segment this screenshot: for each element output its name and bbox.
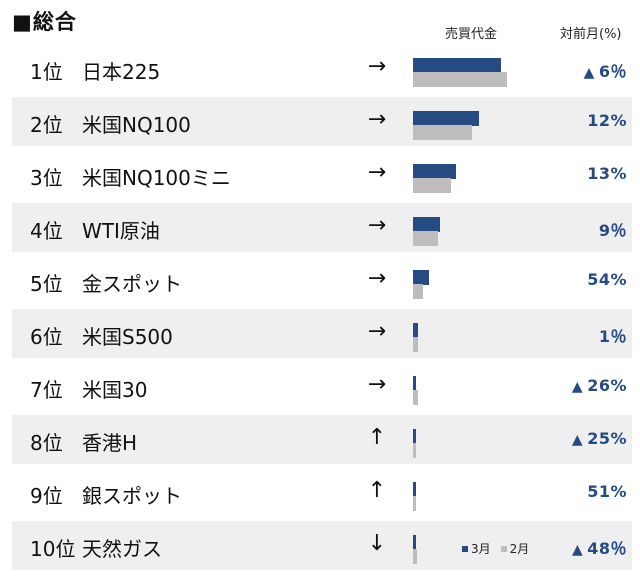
current-month-bar: [413, 535, 416, 550]
ranking-row: 2位 米国NQ100 → 12%: [12, 97, 632, 146]
rank-label: 8位: [30, 431, 63, 455]
mom-change-text: 1％: [598, 327, 627, 346]
ranking-list: 1位 日本225 → ▲ 6％ 2位 米国NQ100 → 12% 3位 米国NQ1…: [12, 44, 632, 574]
trend-arrow-icon: →: [367, 160, 387, 185]
previous-month-bar: [413, 72, 507, 87]
instrument-name: WTI原油: [82, 219, 160, 243]
mom-change-text: 54%: [587, 270, 627, 289]
mom-change-value: 13%: [587, 164, 627, 183]
mom-change-text: 9％: [598, 221, 627, 240]
current-month-bar: [413, 58, 501, 73]
trend-arrow-icon: →: [367, 372, 387, 397]
previous-month-bar: [413, 231, 438, 246]
mom-change-text: 6％: [598, 62, 627, 81]
page-title: ■総合: [12, 10, 77, 34]
mom-change-text: 26%: [587, 376, 627, 395]
ranking-row: 7位 米国30 → ▲ 26%: [12, 362, 632, 411]
trend-arrow-icon: ↓: [367, 531, 387, 556]
previous-month-bar: [413, 125, 472, 140]
current-month-bar: [413, 164, 456, 179]
instrument-name: 香港H: [82, 431, 138, 455]
mom-change-value: ▲ 26%: [572, 376, 627, 395]
trend-arrow-icon: ↑: [367, 425, 387, 450]
legend-current-label: 3月: [471, 542, 491, 556]
mom-change-text: 48％: [587, 539, 627, 558]
mom-change-value: 1％: [599, 323, 627, 347]
previous-month-bar: [413, 284, 423, 299]
ranking-row: 3位 米国NQ100ミニ → 13%: [12, 150, 632, 199]
trend-arrow-icon: →: [367, 213, 387, 238]
current-month-bar: [413, 376, 416, 391]
volume-column-header: 売買代金: [445, 27, 498, 42]
current-month-bar: [413, 111, 479, 126]
mom-change-value: 12%: [587, 111, 627, 130]
ranking-row: 4位 WTI原油 → 9％: [12, 203, 632, 252]
previous-month-bar: [413, 549, 417, 564]
current-month-swatch: [462, 546, 468, 552]
ranking-row: 1位 日本225 → ▲ 6％: [12, 44, 632, 93]
rank-label: 9位: [30, 484, 63, 508]
ranking-row: 5位 金スポット → 54%: [12, 256, 632, 305]
increase-triangle-icon: ▲: [571, 432, 584, 448]
ranking-row: 9位 銀スポット ↑ 51%: [12, 468, 632, 517]
increase-triangle-icon: ▲: [571, 542, 584, 558]
instrument-name: 天然ガス: [82, 537, 162, 561]
trend-arrow-icon: →: [367, 319, 387, 344]
instrument-name: 日本225: [82, 60, 161, 84]
previous-month-bar: [413, 443, 416, 458]
instrument-name: 米国S500: [82, 325, 173, 349]
previous-month-bar: [413, 496, 416, 511]
ranking-row: 10位 天然ガス ↓ ▲ 48％ 3月 2月: [12, 521, 632, 570]
increase-triangle-icon: ▲: [583, 65, 595, 81]
current-month-bar: [413, 217, 440, 232]
instrument-name: 金スポット: [82, 272, 182, 296]
previous-month-bar: [413, 337, 418, 352]
rank-label: 2位: [30, 113, 63, 137]
mom-change-value: ▲ 6％: [584, 58, 627, 82]
mom-change-column-header: 対前月(%): [560, 27, 622, 42]
current-month-bar: [413, 429, 416, 444]
current-month-bar: [413, 270, 429, 285]
previous-month-bar: [413, 178, 451, 193]
trend-arrow-icon: ↑: [367, 478, 387, 503]
mom-change-value: ▲ 48％: [572, 535, 627, 559]
mom-change-value: ▲ 25%: [572, 429, 627, 448]
mom-change-text: 51%: [587, 482, 627, 501]
trend-arrow-icon: →: [367, 107, 387, 132]
rank-label: 4位: [30, 219, 63, 243]
current-month-bar: [413, 482, 416, 497]
mom-change-text: 12%: [587, 111, 627, 130]
legend-previous-label: 2月: [509, 542, 530, 556]
instrument-name: 銀スポット: [82, 484, 182, 508]
mom-change-text: 13%: [587, 164, 627, 183]
rank-label: 3位: [30, 166, 63, 190]
ranking-row: 6位 米国S500 → 1％: [12, 309, 632, 358]
mom-change-value: 9％: [599, 217, 627, 241]
previous-month-swatch: [500, 546, 507, 552]
rank-label: 6位: [30, 325, 63, 349]
mom-change-value: 54%: [587, 270, 627, 289]
chart-legend: 3月 2月: [462, 540, 529, 557]
ranking-row: 8位 香港H ↑ ▲ 25%: [12, 415, 632, 464]
rank-label: 1位: [30, 60, 63, 84]
instrument-name: 米国NQ100ミニ: [82, 166, 231, 190]
current-month-bar: [413, 323, 418, 338]
trend-arrow-icon: →: [367, 266, 387, 291]
trend-arrow-icon: →: [367, 54, 387, 79]
mom-change-value: 51%: [587, 482, 627, 501]
instrument-name: 米国30: [82, 378, 148, 402]
previous-month-bar: [413, 390, 418, 405]
mom-change-text: 25%: [587, 429, 627, 448]
rank-label: 5位: [30, 272, 63, 296]
rank-label: 10位: [30, 537, 76, 561]
rank-label: 7位: [30, 378, 63, 402]
instrument-name: 米国NQ100: [82, 113, 191, 137]
increase-triangle-icon: ▲: [571, 379, 584, 395]
